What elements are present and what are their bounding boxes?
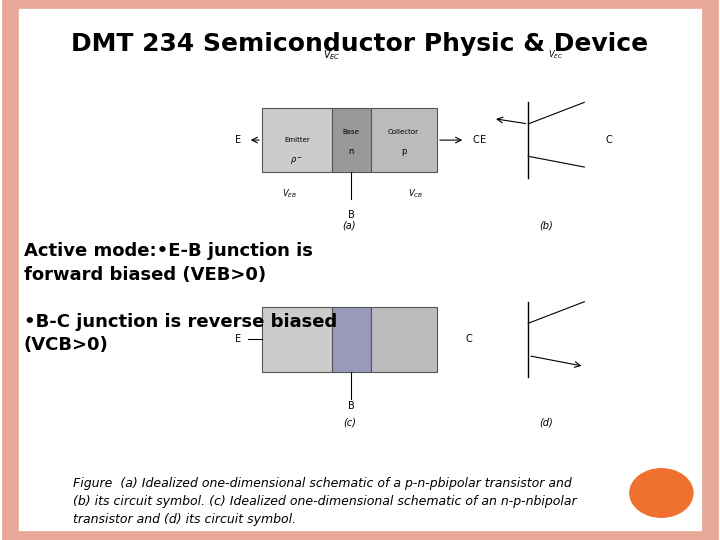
Text: $V_{CB}$: $V_{CB}$ — [408, 188, 424, 200]
Text: Base: Base — [343, 129, 359, 135]
FancyBboxPatch shape — [371, 307, 437, 372]
Text: (b): (b) — [539, 221, 553, 231]
Text: Figure  (a) Idealized one-dimensional schematic of a p-n-pbipolar transistor and: Figure (a) Idealized one-dimensional sch… — [73, 477, 576, 526]
FancyBboxPatch shape — [332, 307, 371, 372]
Text: $\rho^-$: $\rho^-$ — [290, 156, 304, 167]
Text: Active mode:•E-B junction is
forward biased (VEB>0): Active mode:•E-B junction is forward bia… — [24, 242, 312, 284]
Text: (d): (d) — [539, 417, 553, 428]
Text: C: C — [465, 334, 472, 345]
Text: $V_{EC}$: $V_{EC}$ — [549, 49, 564, 61]
Circle shape — [630, 469, 693, 517]
Text: B: B — [348, 401, 354, 411]
FancyBboxPatch shape — [371, 108, 437, 172]
Text: Emitter: Emitter — [284, 137, 310, 143]
FancyBboxPatch shape — [9, 0, 711, 539]
Text: E: E — [235, 334, 241, 345]
FancyBboxPatch shape — [262, 108, 332, 172]
FancyBboxPatch shape — [332, 108, 371, 172]
Text: (c): (c) — [343, 417, 356, 428]
Text: E: E — [480, 135, 486, 145]
Text: p: p — [401, 147, 406, 157]
Text: n: n — [348, 147, 354, 157]
Text: C: C — [606, 135, 612, 145]
Text: B: B — [348, 210, 354, 220]
Text: DMT 234 Semiconductor Physic & Device: DMT 234 Semiconductor Physic & Device — [71, 32, 649, 56]
Text: $V_{EC}$: $V_{EC}$ — [323, 49, 341, 62]
Text: (a): (a) — [343, 221, 356, 231]
FancyBboxPatch shape — [262, 307, 332, 372]
Text: $V_{EB}$: $V_{EB}$ — [282, 188, 297, 200]
Text: E: E — [235, 135, 241, 145]
Text: C: C — [472, 135, 479, 145]
Text: Collector: Collector — [388, 129, 419, 135]
Text: •B-C junction is reverse biased
(VCB>0): •B-C junction is reverse biased (VCB>0) — [24, 313, 337, 354]
